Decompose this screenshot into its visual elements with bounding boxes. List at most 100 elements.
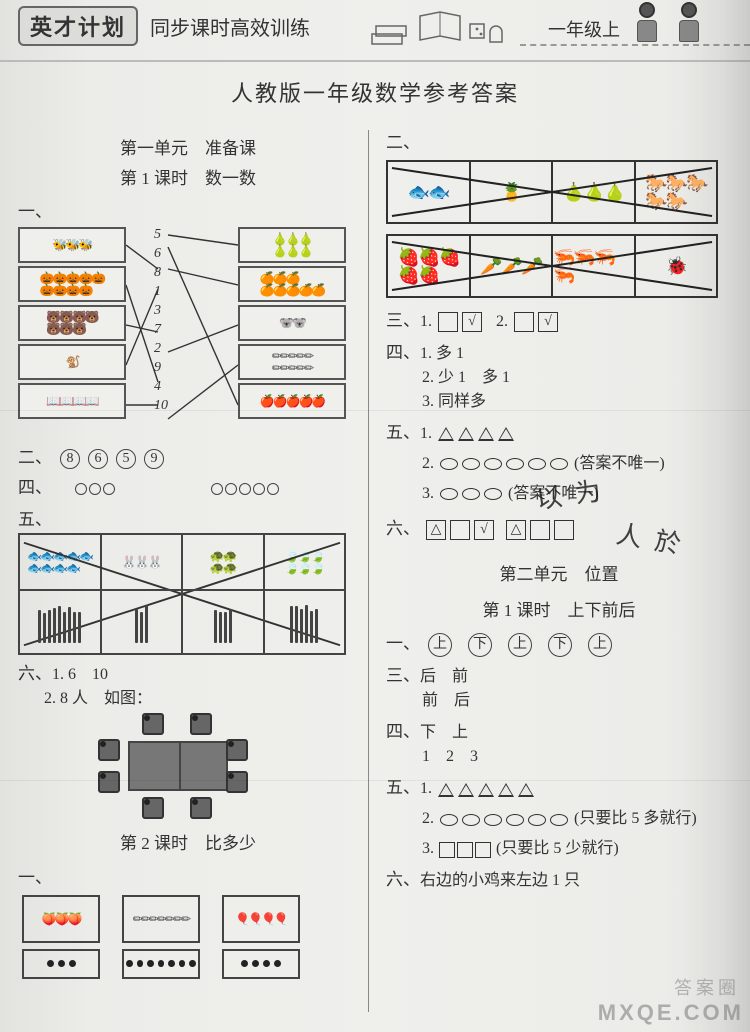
- r-q5-3-note: (答案不唯一): [508, 485, 599, 502]
- r-q5-2-note: (答案不唯一): [574, 455, 665, 472]
- girl-icon: [630, 2, 664, 50]
- r-q4-block: 四、1. 多 1 2. 少 1 多 1 3. 同样多: [386, 340, 732, 414]
- circled-char: 上: [588, 633, 612, 657]
- u2-q6-label: 六、: [386, 870, 420, 889]
- triangle-icon: [518, 783, 534, 797]
- checkbox: √: [474, 520, 494, 540]
- triangle-icon: [478, 427, 494, 441]
- dot-icon: [241, 960, 248, 967]
- oval-icon: [462, 814, 480, 826]
- page-header: 英才计划 同步课时高效训练 一年级上: [0, 0, 750, 62]
- oval-icon: [462, 488, 480, 500]
- dot-box: [122, 949, 200, 979]
- r-q4-l2: 2. 少 1 多 1: [422, 366, 732, 390]
- r-q5-block: 五、1. 2. (答案不唯一) 3. (答案不唯一): [386, 420, 732, 506]
- page: 英才计划 同步课时高效训练 一年级上 人教版一年级数学参考答案 第一单元 准备课…: [0, 0, 750, 1032]
- u2-q3-label: 三、: [386, 666, 420, 685]
- series-logo: 英才计划: [18, 6, 138, 46]
- r-q6-row: 六、 △√ △: [386, 516, 732, 542]
- dot-icon: [58, 960, 65, 967]
- u2-q5-2-note: (只要比 5 多就行): [574, 810, 697, 827]
- r-grid-top: 🐟🐟🍍🍐🍐🍐🐎🐎🐎🐎🐎: [386, 160, 718, 224]
- match-left-cell: 🐻🐻🐻🐻🐻🐻🐻: [18, 305, 126, 341]
- oval-icon: [440, 814, 458, 826]
- triangle-icon: [458, 783, 474, 797]
- triangle-icon: [458, 427, 474, 441]
- match-right-cell: ✏✏✏✏✏✏✏✏✏✏: [238, 344, 346, 380]
- dot-box: [222, 949, 300, 979]
- tally-sticks: [214, 601, 232, 643]
- oval-icon: [440, 458, 458, 470]
- q1-label: 一、: [18, 202, 52, 221]
- square-icon: [457, 842, 473, 858]
- match-left-cell: 🎃🎃🎃🎃🎃🎃🎃🎃🎃: [18, 266, 126, 302]
- circle-icon: [239, 483, 251, 495]
- match-right-cell: 🍎🍎🍎🍎🍎: [238, 383, 346, 419]
- left-column: 第一单元 准备课 第 1 课时 数一数 一、 🐝🐝🐝🎃🎃🎃🎃🎃🎃🎃🎃🎃🐻🐻🐻🐻🐻…: [18, 130, 358, 1020]
- q2-label: 二、: [18, 448, 52, 467]
- dot-icon: [252, 960, 259, 967]
- match-right-cell: 🍐🍐🍐🍐🍐🍐: [238, 227, 346, 263]
- circle-icon: [253, 483, 265, 495]
- circle-icon: [211, 483, 223, 495]
- dot-icon: [179, 960, 186, 967]
- checkbox: √: [538, 312, 558, 332]
- oval-icon: [506, 458, 524, 470]
- dot-box: [22, 949, 100, 979]
- oval-icon: [528, 458, 546, 470]
- circle-icon: [89, 483, 101, 495]
- dot-icon: [147, 960, 154, 967]
- q6-line1: 1. 6 10: [52, 666, 108, 683]
- checkbox: [438, 312, 458, 332]
- u2-q4-label: 四、: [386, 722, 420, 741]
- watermark-en: MXQE.COM: [598, 1000, 744, 1026]
- r-grid-bottom: 🍓🍓🍓🍓🍓🥕🥕🥕🦐🦐🦐🦐🐞: [386, 234, 718, 298]
- cross-icon: [388, 236, 716, 296]
- match-left-cell: 🐒: [18, 344, 126, 380]
- r-q6-label: 六、: [386, 519, 420, 538]
- oval-icon: [506, 814, 524, 826]
- oval-icon: [462, 458, 480, 470]
- q6-label: 六、: [18, 664, 52, 683]
- boy-icon: [672, 2, 706, 50]
- circled-number: 8: [60, 449, 80, 469]
- checkbox: [530, 520, 550, 540]
- u2-q3-l1: 后 前: [420, 668, 468, 685]
- u2-q6-row: 六、右边的小鸡来左边 1 只: [386, 867, 732, 893]
- tally-sticks: [38, 601, 81, 643]
- picture-box: ✏✏✏✏✏✏✏: [122, 895, 200, 943]
- grid-cell: [183, 591, 265, 653]
- u2-q6-text: 右边的小鸡来左边 1 只: [420, 872, 580, 889]
- q4-row: 四、: [18, 475, 358, 501]
- oval-icon: [440, 488, 458, 500]
- circle-icon: [225, 483, 237, 495]
- triangle-icon: [438, 427, 454, 441]
- grade-label: 一年级上: [548, 16, 620, 42]
- match-right-cell: 🐨🐨: [238, 305, 346, 341]
- circle-icon: [103, 483, 115, 495]
- matching-lines: [126, 227, 238, 431]
- circle-icon: [75, 483, 87, 495]
- tally-sticks: [290, 601, 318, 643]
- u2-q1-label: 一、: [386, 634, 420, 653]
- right-column: 二、 🐟🐟🍍🍐🍐🍐🐎🐎🐎🐎🐎 🍓🍓🍓🍓🍓🥕🥕🥕🦐🦐🦐🦐🐞 三、1. √ 2. √: [386, 130, 732, 1020]
- circle-icon: [267, 483, 279, 495]
- table-chairs-figure: [78, 711, 268, 821]
- u2-q5-3-note: (只要比 5 少就行): [496, 840, 619, 857]
- r-q4-label: 四、: [386, 343, 420, 362]
- cross-icon: [388, 162, 716, 222]
- u2-q4-l2: 1 2 3: [422, 745, 732, 769]
- triangle-icon: [498, 783, 514, 797]
- u2-lesson1-heading: 第 1 课时 上下前后: [386, 598, 732, 624]
- grid-cell: [20, 591, 102, 653]
- circled-char: 下: [548, 633, 572, 657]
- series-subtitle: 同步课时高效训练: [150, 12, 310, 41]
- r-q3-label: 三、: [386, 311, 420, 330]
- grid-cell: [265, 591, 345, 653]
- picture-box: 🎈🎈🎈🎈: [222, 895, 300, 943]
- circled-char: 上: [428, 633, 452, 657]
- lesson1-heading: 第 1 课时 数一数: [18, 166, 358, 192]
- r-q5-1-num: 1.: [420, 425, 432, 442]
- oval-icon: [484, 488, 502, 500]
- checkbox: √: [462, 312, 482, 332]
